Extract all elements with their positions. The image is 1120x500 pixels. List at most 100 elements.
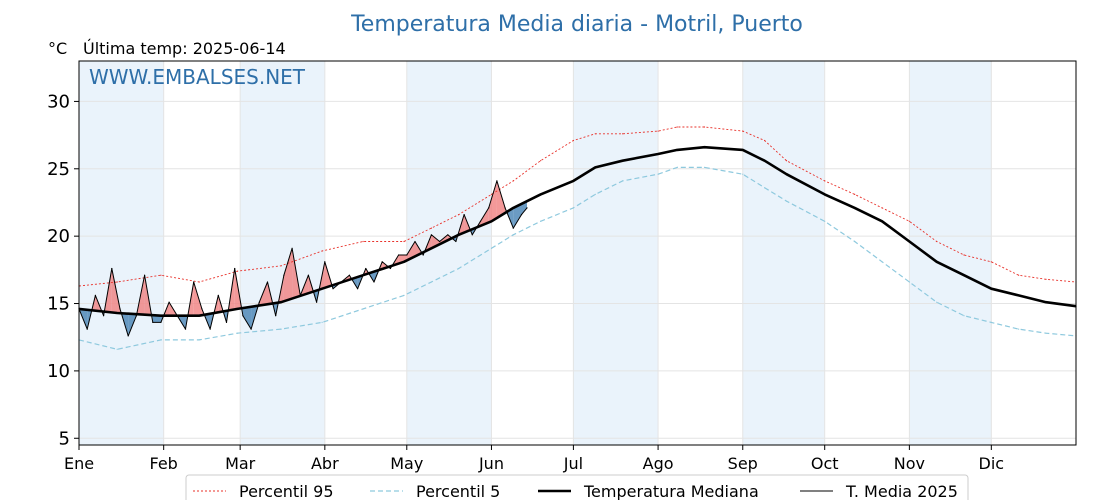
data-point-current-32	[340, 281, 342, 283]
data-point-median-15	[594, 166, 596, 168]
month-band-jul	[573, 61, 659, 445]
x-tick-label-mar: Mar	[225, 454, 256, 473]
data-point-p95-24	[854, 193, 856, 195]
data-point-current-17	[217, 294, 219, 296]
data-point-current-48	[471, 234, 473, 236]
data-point-current-49	[479, 220, 482, 222]
data-point-current-30	[324, 261, 326, 263]
data-point-p5-14	[572, 207, 575, 209]
data-point-current-15	[201, 308, 203, 310]
data-point-p95-8	[403, 240, 405, 243]
grid	[78, 61, 1076, 445]
legend-p5-label: Percentil 5	[416, 482, 500, 500]
x-tick-label-jun: Jun	[478, 454, 504, 473]
data-point-p5-1	[116, 348, 118, 350]
data-point-p5-23	[824, 220, 826, 222]
data-point-median-18	[676, 149, 678, 151]
x-tick-label-ene: Ene	[64, 454, 94, 473]
data-point-median-27	[936, 261, 938, 263]
watermark: WWW.EMBALSES.NET	[89, 65, 306, 89]
anomaly-fill-50	[488, 180, 497, 223]
data-point-p5-13	[540, 220, 542, 222]
data-point-p5-27	[936, 301, 938, 303]
data-point-p95-25	[881, 207, 883, 209]
month-band-nov	[909, 61, 992, 445]
data-point-current-28	[307, 274, 309, 276]
legend-current-label: T. Media 2025	[845, 482, 958, 500]
data-point-p95-11	[490, 193, 493, 195]
legend-box	[185, 474, 969, 500]
data-point-current-47	[463, 214, 465, 216]
y-axis: 5 10 15 20 25 30	[47, 91, 79, 449]
data-point-current-2	[94, 294, 96, 296]
data-point-current-12	[176, 315, 178, 317]
data-point-median-4	[236, 308, 238, 310]
data-point-median-2	[160, 315, 162, 317]
x-tick-label-feb: Feb	[150, 454, 178, 473]
anomaly-fill-53	[513, 203, 522, 229]
data-point-p5-22	[785, 200, 788, 202]
data-point-p5-4	[236, 332, 238, 334]
data-point-current-14	[193, 281, 195, 283]
data-point-median-16	[622, 160, 624, 162]
data-point-median-9	[430, 247, 432, 249]
data-point-p95-15	[594, 133, 596, 135]
data-point-p5-16	[622, 180, 624, 182]
y-tick-label-20: 20	[47, 226, 70, 247]
data-point-current-27	[299, 294, 301, 296]
month-bands	[79, 61, 992, 445]
anomaly-fill-40	[406, 241, 415, 261]
data-point-current-46	[455, 240, 457, 243]
data-point-median-29	[990, 288, 992, 290]
data-point-median-24	[854, 207, 856, 209]
data-point-p5-29	[990, 321, 992, 323]
data-point-p5-10	[458, 267, 460, 270]
data-point-current-23	[266, 281, 269, 283]
data-point-current-42	[422, 254, 424, 256]
data-point-p95-29	[990, 261, 992, 263]
data-point-current-51	[496, 180, 498, 182]
data-point-current-3	[103, 315, 105, 317]
month-band-ene	[79, 61, 164, 445]
data-point-median-1	[116, 312, 118, 314]
x-tick-label-ago: Ago	[643, 454, 674, 473]
data-point-current-45	[447, 234, 449, 236]
y-tick-label-5: 5	[59, 428, 70, 449]
data-point-p95-1	[116, 281, 118, 283]
data-point-current-38	[389, 267, 391, 270]
data-point-median-19	[703, 146, 706, 148]
y-tick-label-25: 25	[47, 159, 70, 180]
data-point-p95-23	[824, 180, 826, 182]
anomaly-fill-39	[398, 255, 407, 264]
data-point-current-22	[258, 301, 260, 303]
data-point-current-39	[398, 254, 400, 256]
data-point-p5-26	[908, 281, 911, 283]
legend-median-label: Temperatura Mediana	[583, 482, 759, 500]
anomaly-fill-9	[152, 315, 161, 323]
data-point-median-13	[540, 193, 542, 195]
data-point-p5-19	[703, 166, 706, 168]
data-point-current-37	[381, 261, 383, 263]
data-point-current-26	[291, 247, 293, 249]
data-point-median-3	[198, 315, 200, 317]
data-point-p5-3	[198, 339, 200, 341]
anomaly-fill-49	[480, 207, 489, 226]
unit-label: °C	[48, 39, 67, 58]
data-point-p95-28	[963, 254, 965, 256]
data-point-current-44	[439, 240, 441, 243]
series-line-current	[78, 180, 528, 337]
data-point-p95-10	[458, 214, 460, 216]
data-point-current-43	[430, 234, 432, 236]
data-point-p95-4	[236, 270, 238, 272]
x-tick-label-nov: Nov	[894, 454, 925, 473]
data-point-current-8	[144, 274, 146, 276]
data-point-p5-12	[512, 234, 514, 236]
data-point-p95-5	[280, 265, 282, 267]
x-tick-label-may: May	[390, 454, 423, 473]
month-band-mar	[240, 61, 325, 445]
x-tick-label-sep: Sep	[728, 454, 758, 473]
data-point-current-5	[119, 308, 121, 310]
chart-title: Temperatura Media diaria - Motril, Puert…	[350, 12, 803, 37]
anomaly-fill-51	[496, 180, 506, 218]
data-point-current-54	[520, 214, 523, 216]
